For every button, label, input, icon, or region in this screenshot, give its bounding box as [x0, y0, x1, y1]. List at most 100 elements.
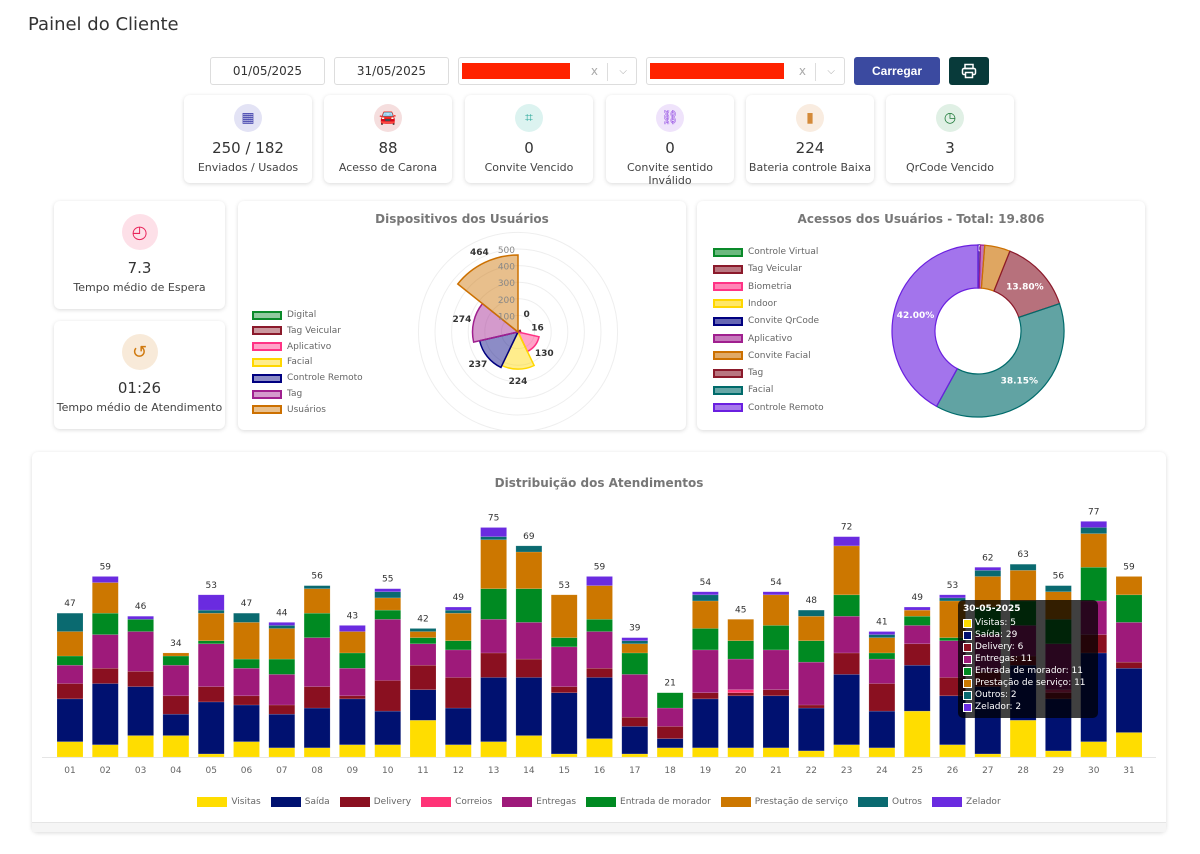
legend-swatch: [713, 316, 743, 326]
bar-segment-saída: [515, 677, 543, 736]
x-tick-label: 15: [558, 766, 569, 776]
bar-segment-entregas: [798, 661, 825, 706]
legend-item[interactable]: Outros: [857, 797, 922, 807]
legend-swatch: [713, 282, 743, 292]
legend-item[interactable]: Indoor: [713, 299, 777, 309]
bar-segment-delivery: [56, 683, 84, 700]
start-date-input[interactable]: 01/05/2025: [210, 57, 325, 85]
print-button[interactable]: [949, 57, 989, 85]
legend-item[interactable]: Entregas: [502, 797, 576, 807]
legend-item[interactable]: Tag: [713, 368, 763, 378]
bar-segment-delivery: [586, 668, 613, 678]
load-button[interactable]: Carregar: [854, 57, 940, 85]
legend-item[interactable]: Correios: [421, 797, 492, 807]
legend-item[interactable]: Visitas: [197, 797, 261, 807]
x-tick-label: 29: [1053, 766, 1065, 776]
redacted-value: [650, 63, 784, 79]
bar-segment-prestação-de-serviço: [374, 597, 401, 611]
legend-item[interactable]: Controle Virtual: [713, 247, 818, 257]
bar-segment-saída: [339, 698, 366, 746]
bar-segment-visitas: [162, 735, 190, 758]
bar-segment-zelador: [692, 591, 719, 596]
legend-item[interactable]: Digital: [252, 310, 316, 320]
clear-icon[interactable]: x: [590, 64, 598, 78]
bar-segment-prestação-de-serviço: [903, 609, 931, 617]
bar-segment-saída: [56, 698, 84, 742]
legend-item[interactable]: Convite QrCode: [713, 316, 819, 326]
legend-item[interactable]: Zelador: [932, 797, 1001, 807]
tooltip-swatch: [963, 642, 972, 652]
tooltip-text: Zelador: 2: [975, 702, 1022, 712]
legend-item[interactable]: Usuários: [252, 405, 326, 415]
stat-value: 3: [945, 139, 955, 157]
legend-item[interactable]: Tag Veicular: [252, 326, 341, 336]
clear-icon[interactable]: x: [798, 64, 806, 78]
tooltip-swatch: [963, 678, 972, 688]
legend-item[interactable]: Convite Facial: [713, 351, 811, 361]
legend-item[interactable]: Saída: [270, 797, 330, 807]
x-tick-label: 17: [629, 766, 640, 776]
bar-total-label: 59: [594, 562, 606, 572]
x-tick-label: 20: [735, 766, 747, 776]
legend-item[interactable]: Tag Veicular: [713, 264, 802, 274]
chevron-down-icon[interactable]: ⌵: [619, 65, 627, 77]
legend-item[interactable]: Aplicativo: [713, 334, 792, 344]
legend-item[interactable]: Controle Remoto: [713, 403, 824, 413]
legend-item[interactable]: Delivery: [339, 797, 411, 807]
end-date-input[interactable]: 31/05/2025: [334, 57, 449, 85]
bar-segment-zelador: [586, 576, 613, 586]
filter-select-1[interactable]: x ⌵: [458, 57, 637, 85]
legend-label: Digital: [287, 310, 317, 320]
bar-segment-delivery: [656, 726, 684, 739]
bar-segment-entrada-de-morador: [409, 637, 437, 645]
legend-item[interactable]: Aplicativo: [252, 342, 331, 352]
tooltip-text: Prestação de serviço: 11: [975, 678, 1086, 688]
bar-segment-prestação-de-serviço: [1009, 570, 1037, 602]
legend-item[interactable]: Controle Remoto: [252, 373, 363, 383]
bar-segment-visitas: [197, 753, 225, 758]
bar-segment-prestação-de-serviço: [727, 619, 754, 641]
legend-item[interactable]: Facial: [252, 357, 312, 367]
bar-segment-entrada-de-morador: [656, 692, 684, 709]
bar-segment-saída: [303, 707, 331, 749]
filter-select-2[interactable]: x ⌵: [646, 57, 845, 85]
access-chart-card: Acessos dos Usuários - Total: 19.806 0.0…: [697, 201, 1145, 430]
bar-segment-zelador: [268, 622, 296, 626]
x-tick-label: 25: [911, 766, 922, 776]
bar-segment-visitas: [762, 747, 790, 758]
bar-segment-entrada-de-morador: [480, 588, 507, 620]
bar-segment-zelador: [939, 594, 966, 599]
bar-segment-prestação-de-serviço: [550, 594, 578, 638]
polar-value-label: 237: [468, 360, 487, 370]
legend-item[interactable]: Prestação de serviço: [720, 797, 848, 807]
bar-total-label: 46: [135, 602, 147, 612]
legend-item[interactable]: Tag: [252, 389, 302, 399]
legend-item[interactable]: Facial: [713, 385, 773, 395]
x-tick-label: 14: [523, 766, 535, 776]
bar-segment-saída: [1115, 668, 1143, 733]
tooltip-title: 30-05-2025: [963, 604, 1021, 614]
bar-segment-saída: [374, 710, 401, 746]
bar-segment-outros: [409, 628, 437, 632]
stat-label: Enviados / Usados: [197, 161, 299, 174]
radial-tick-label: 100: [498, 312, 515, 322]
bar-segment-visitas: [798, 750, 825, 758]
bar-total-label: 69: [523, 532, 535, 542]
bar-segment-visitas: [233, 741, 260, 758]
bar-segment-entrada-de-morador: [303, 612, 331, 638]
bar-segment-entrada-de-morador: [727, 640, 754, 660]
legend-item[interactable]: Entrada de morador: [586, 797, 711, 807]
bar-total-label: 53: [558, 581, 569, 591]
donut-percent-label: 38.15%: [1001, 377, 1039, 387]
bar-segment-entregas: [303, 637, 331, 687]
tooltip-text: Entrada de morador: 11: [975, 666, 1083, 676]
x-tick-label: 09: [347, 766, 359, 776]
legend-item[interactable]: Biometria: [713, 282, 792, 292]
bar-segment-prestação-de-serviço: [586, 585, 613, 620]
bar-segment-delivery: [303, 686, 331, 709]
bar-total-label: 56: [1053, 572, 1065, 582]
donut-percent-label: 42.00%: [897, 311, 935, 321]
bar-segment-entrada-de-morador: [445, 640, 472, 651]
chevron-down-icon[interactable]: ⌵: [827, 65, 835, 77]
bar-segment-visitas: [339, 744, 366, 758]
